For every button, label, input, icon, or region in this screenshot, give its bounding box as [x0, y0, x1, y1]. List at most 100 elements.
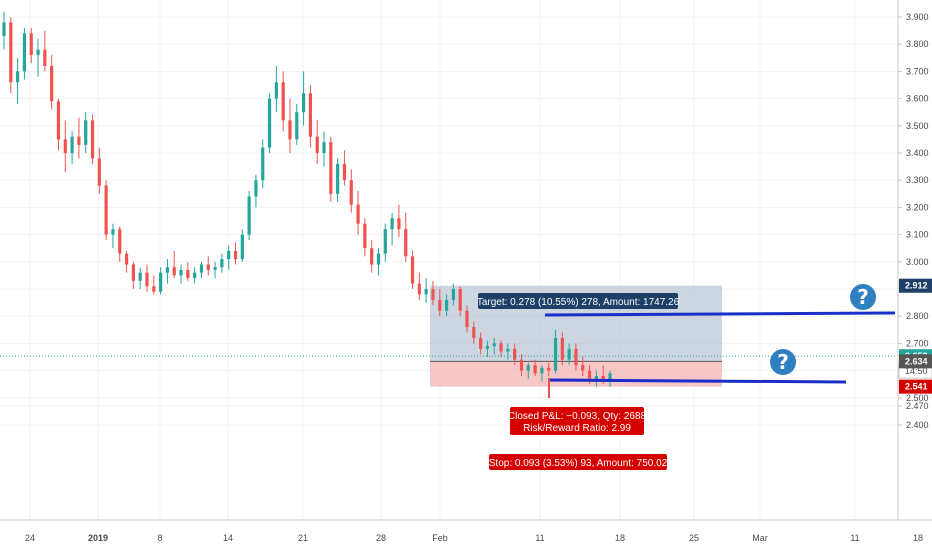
- candle-body: [567, 348, 571, 360]
- candle-body: [254, 180, 258, 197]
- candle-body: [349, 180, 353, 205]
- x-tick-label: 11: [535, 533, 544, 543]
- y-tick-label: 2.470: [906, 401, 929, 411]
- candle-body: [29, 33, 33, 56]
- x-tick-label: 21: [298, 533, 308, 543]
- candle-body: [43, 49, 47, 66]
- x-tick-label: 24: [25, 533, 35, 543]
- x-tick-label: Feb: [432, 533, 448, 543]
- candle-body: [485, 346, 490, 349]
- question-circle: [850, 284, 876, 310]
- candle-body: [560, 337, 564, 360]
- candle-body: [444, 299, 449, 311]
- question-mark-icon[interactable]: ?: [770, 349, 796, 375]
- question-glyph: ?: [857, 285, 869, 309]
- candle-body: [124, 253, 129, 265]
- candle-body: [315, 136, 319, 153]
- target-label-bg: [478, 293, 678, 309]
- candle-body: [77, 136, 81, 145]
- candle-body: [301, 93, 306, 113]
- candle-body: [513, 348, 517, 360]
- candle-body: [308, 93, 313, 137]
- x-tick-label: 8: [157, 533, 162, 543]
- candle-body: [404, 229, 408, 257]
- pnl-text: Closed P&L: −0.093, Qty: 2688: [508, 411, 647, 422]
- y-tick-label: 3.600: [906, 94, 929, 104]
- question-glyph: ?: [777, 350, 789, 374]
- y-tick-label: 3.900: [906, 12, 929, 22]
- rr-text: Risk/Reward Ratio: 2.99: [523, 423, 631, 434]
- candle-body: [159, 272, 163, 292]
- price-tag-target: 2.912: [899, 278, 932, 293]
- candle-body: [261, 147, 265, 181]
- candle-body: [220, 259, 224, 268]
- y-tick-label: 2.500: [906, 393, 929, 403]
- candle-body: [479, 337, 483, 349]
- candle-body: [199, 264, 204, 273]
- y-tick-label: 2.800: [906, 311, 929, 321]
- candle-body: [165, 267, 170, 273]
- candle-body: [186, 269, 190, 279]
- candle-body: [465, 310, 469, 328]
- price-tag-target-bg: [899, 278, 932, 293]
- candle-body: [594, 376, 598, 379]
- candle-body: [288, 120, 292, 140]
- candle-body: [356, 204, 360, 224]
- candle-body: [322, 142, 326, 153]
- horizontal-line-upper: [544, 311, 896, 317]
- candle-body: [451, 289, 455, 300]
- candle-body: [227, 250, 231, 260]
- overlays: ?? Target: 0.278 (10.55%) 278, Amount: 17…: [0, 284, 896, 470]
- candle-body: [9, 22, 13, 83]
- candle-body: [601, 376, 605, 382]
- x-tick-label: 18: [615, 533, 625, 543]
- candle-body: [281, 82, 285, 121]
- y-tick-label: 3.800: [906, 39, 929, 49]
- y-tick-label: 2.400: [906, 420, 929, 430]
- candle-body: [274, 82, 278, 99]
- candle-body: [519, 359, 524, 371]
- x-tick-label: 11: [850, 533, 859, 543]
- candle-body: [138, 272, 142, 281]
- candle-body: [390, 218, 394, 230]
- x-tick-label: Mar: [752, 533, 768, 543]
- y-tick-label: 3.700: [906, 66, 929, 76]
- candle-body: [16, 71, 20, 83]
- candle-body: [383, 229, 387, 254]
- target-label-text: Target: 0.278 (10.55%) 278, Amount: 1747…: [477, 297, 680, 308]
- candle-body: [342, 163, 347, 181]
- candle-body: [84, 120, 88, 145]
- candle-body: [547, 367, 551, 371]
- candle-body: [233, 250, 238, 260]
- candle-body: [417, 283, 421, 295]
- candle-body: [472, 327, 476, 338]
- candle-body: [22, 33, 27, 72]
- x-tick-label: 14: [223, 533, 233, 543]
- candle-body: [63, 139, 67, 153]
- candle-body: [499, 343, 503, 352]
- stop-label-bg: [489, 454, 667, 470]
- x-tick-label: 28: [376, 533, 386, 543]
- candle-body: [587, 370, 592, 379]
- candle-body: [152, 286, 156, 292]
- candle-body: [329, 142, 333, 194]
- candle-body: [431, 289, 435, 300]
- candle-body: [193, 272, 197, 279]
- candle-body: [376, 253, 381, 265]
- candle-body: [608, 373, 612, 382]
- x-tick-label: 2019: [88, 533, 108, 543]
- y-tick-label: 3.000: [906, 257, 929, 267]
- candle-body: [240, 234, 244, 260]
- y-tick-label: 3.300: [906, 175, 929, 185]
- candle-body: [363, 223, 367, 249]
- candle-body: [458, 289, 462, 311]
- y-tick-label: 3.200: [906, 202, 929, 212]
- candle-body: [50, 65, 54, 102]
- question-mark-icon[interactable]: ?: [850, 284, 876, 310]
- candle-body: [438, 299, 442, 311]
- candle-body: [213, 267, 217, 270]
- candle-body: [97, 158, 101, 186]
- candle-body: [104, 185, 108, 235]
- candle-body: [533, 365, 537, 374]
